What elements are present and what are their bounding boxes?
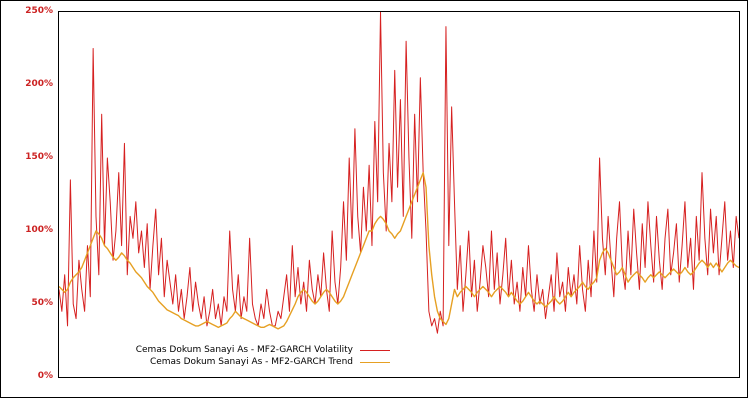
y-tick-label: 250% [25,6,53,16]
legend-row-volatility: Cemas Dokum Sanayi As - MF2-GARCH Volati… [68,344,390,356]
trend-line-sample [360,361,390,363]
legend-row-trend: Cemas Dokum Sanayi As - MF2-GARCH Trend [68,356,390,368]
y-tick-label: 50% [31,298,53,308]
legend-label-volatility: Cemas Dokum Sanayi As - MF2-GARCH Volati… [135,345,353,355]
series-line-1 [59,171,739,330]
y-tick-label: 150% [25,152,53,162]
y-tick-label: 0% [37,371,53,381]
chart-legend: Cemas Dokum Sanayi As - MF2-GARCH Volati… [64,342,394,370]
legend-label-trend: Cemas Dokum Sanayi As - MF2-GARCH Trend [149,357,353,367]
volatility-line-sample [360,349,390,351]
y-tick-label: 100% [25,225,53,235]
plot-area: Cemas Dokum Sanayi As - MF2-GARCH Volati… [58,11,740,378]
y-axis: 0% 50% 100% 150% 200% 250% [1,1,55,399]
y-tick-label: 200% [25,79,53,89]
series-line-0 [59,12,739,334]
volatility-chart [59,12,739,334]
